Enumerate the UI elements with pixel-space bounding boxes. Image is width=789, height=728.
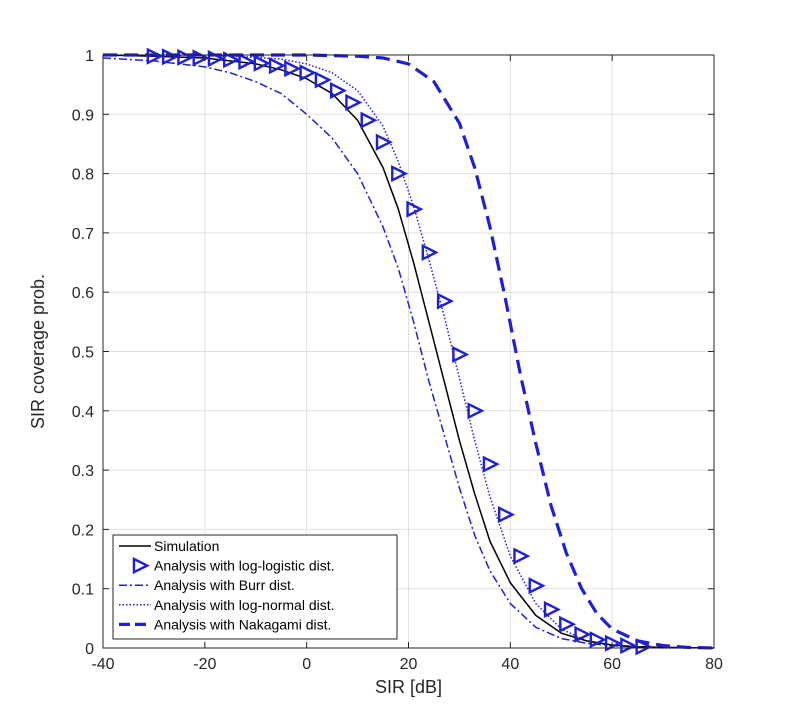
series-marker <box>253 54 271 72</box>
series-marker <box>406 200 424 218</box>
legend-label: Analysis with log-normal dist. <box>154 597 335 613</box>
series-marker <box>299 64 317 82</box>
x-tick-label: 0 <box>302 656 311 673</box>
series-triangles <box>146 47 653 656</box>
legend-label: Analysis with Nakagami dist. <box>154 616 331 632</box>
legend-box <box>112 534 398 640</box>
series-marker <box>223 51 241 69</box>
series-marker <box>635 638 653 656</box>
series-marker <box>574 625 592 643</box>
y-tick-label: 0.3 <box>72 463 94 480</box>
series-dashed <box>103 53 715 650</box>
legend-marker <box>132 557 150 575</box>
series-line <box>102 57 715 649</box>
series-marker <box>497 506 516 524</box>
legend-label: Simulation <box>154 538 219 554</box>
series-marker <box>161 48 180 66</box>
series-marker <box>375 133 393 151</box>
legend-label: Analysis with log-logistic dist. <box>154 558 335 574</box>
legend-entry: Analysis with log-normal dist. <box>119 597 335 613</box>
y-tick-label: 0.2 <box>72 522 94 539</box>
x-axis-title: SIR [dB] <box>375 677 442 697</box>
series-marker <box>360 111 378 129</box>
series-marker <box>284 60 302 78</box>
y-tick-label: 0.9 <box>72 107 94 124</box>
series-marker <box>620 637 638 655</box>
y-tick-label: 0.5 <box>72 345 94 362</box>
series-marker <box>421 243 439 262</box>
series-marker <box>391 165 409 183</box>
series-marker <box>177 48 195 66</box>
x-tick-label: 80 <box>705 656 723 673</box>
series-marker <box>467 402 485 420</box>
series-marker <box>589 631 607 649</box>
x-axis-ticks: -40 -20 0 20 40 60 80 <box>91 55 723 673</box>
legend-label: Analysis with Burr dist. <box>154 577 295 593</box>
y-axis-ticks: 0 0.1 0.2 0.3 0.4 0.5 0.6 0.7 0.8 0.9 1 <box>72 48 714 658</box>
series-marker <box>513 547 531 565</box>
legend-entry: Analysis with Burr dist. <box>119 577 295 593</box>
x-tick-label: -40 <box>91 656 114 673</box>
y-tick-label: 1 <box>85 48 94 65</box>
series-marker <box>452 345 470 364</box>
series-marker <box>528 577 546 595</box>
series-marker <box>238 52 256 71</box>
series-marker <box>604 634 622 652</box>
x-tick-label: 60 <box>603 656 621 673</box>
legend-entry: Simulation <box>119 538 219 554</box>
series-line <box>103 53 715 650</box>
y-tick-label: 0.7 <box>72 226 94 243</box>
series-dashdot <box>102 57 715 649</box>
series-marker <box>314 71 332 89</box>
series-marker <box>559 615 577 633</box>
x-tick-label: 20 <box>400 656 418 673</box>
series-marker <box>146 47 164 65</box>
x-tick-label: -20 <box>193 656 216 673</box>
y-tick-label: 0.4 <box>72 404 94 421</box>
series-marker <box>543 600 561 618</box>
series-marker <box>345 93 363 111</box>
legend: Simulation Analysis with log-logistic dis… <box>112 534 398 640</box>
series-layer <box>102 47 715 656</box>
y-tick-label: 0.1 <box>72 582 94 599</box>
series-marker <box>482 455 500 473</box>
series-marker <box>436 292 454 310</box>
series-marker <box>329 82 348 100</box>
x-tick-label: 40 <box>501 656 519 673</box>
y-tick-label: 0.8 <box>72 167 94 184</box>
y-tick-label: 0 <box>85 641 94 658</box>
legend-entry: Analysis with Nakagami dist. <box>119 616 331 632</box>
legend-entry: Analysis with log-logistic dist. <box>132 557 335 575</box>
series-marker <box>268 57 286 75</box>
y-tick-label: 0.6 <box>72 285 94 302</box>
y-axis-title: SIR coverage prob. <box>28 274 48 429</box>
